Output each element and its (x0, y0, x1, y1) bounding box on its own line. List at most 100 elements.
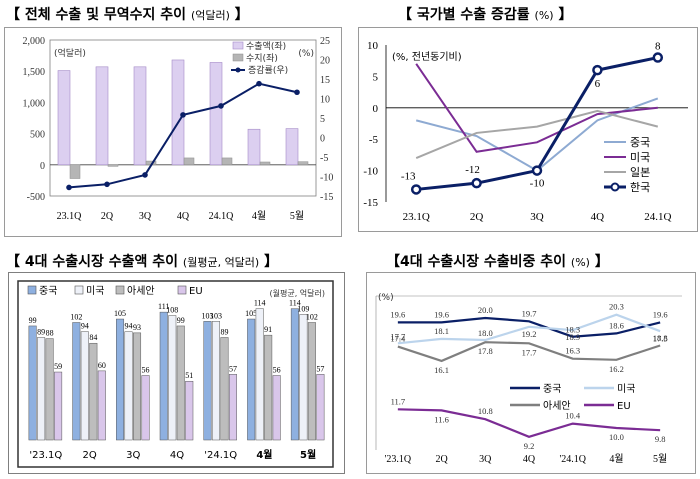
line-series (415, 63, 658, 153)
x-tick: 5월 (290, 210, 304, 222)
x-tick: 3Q (530, 211, 544, 223)
line-series (415, 109, 659, 159)
bar-중국 (247, 318, 256, 441)
panel2-title-main: 【 국가별 수출 증감률 (398, 7, 530, 23)
data-label-us: 18.1 (434, 326, 449, 336)
bar-value-label: 109 (297, 304, 309, 313)
data-label-eu: 9.2 (524, 441, 535, 451)
panel4-frame (366, 272, 696, 474)
data-label-asean: 16.2 (609, 364, 624, 374)
legend-label: EU (617, 401, 631, 412)
data-label-korea: -12 (465, 164, 480, 176)
bar-value-label: 114 (254, 299, 266, 308)
chart-market-share: (%) 19.6 19.6 20.0 19.7 18.3 18.6 19.6 17.7 18.1 1… (375, 293, 682, 465)
y-tick-right: 25 (320, 36, 330, 47)
x-tick: 4월 (252, 210, 266, 222)
data-label-china: 18.6 (609, 320, 624, 330)
x-tick: '23.1Q (29, 450, 62, 461)
legend-swatch-export (232, 41, 244, 50)
x-tick: 5월 (653, 453, 667, 465)
legend-label: 한국 (630, 181, 650, 194)
data-label-china: 19.6 (653, 309, 668, 319)
bar-value-label: 102 (70, 312, 82, 321)
bar-중국 (116, 318, 125, 441)
bar-EU (54, 371, 63, 441)
panel1-title-main: 【 전체 수출 및 무역수지 추이 (6, 7, 187, 23)
y-tick-left: 1,000 (23, 98, 46, 109)
point-growth (218, 103, 224, 109)
x-tick: 24.1Q (209, 211, 235, 222)
legend-label: 미국 (86, 285, 104, 297)
legend-label: 미국 (630, 151, 650, 164)
bar-value-label: 114 (289, 299, 301, 308)
bar-아세안 (133, 332, 142, 441)
bar-EU (272, 375, 281, 441)
data-label-asean: 17.7 (522, 347, 537, 357)
data-label-us: 18.8 (653, 333, 668, 343)
x-tick: 4Q (523, 454, 536, 465)
panel1-title: 【 전체 수출 및 무역수지 추이 (억달러) 】 (6, 4, 249, 24)
y-tick: -10 (363, 166, 378, 178)
point-korea (471, 177, 482, 189)
bar-EU (97, 370, 106, 441)
line-series (397, 408, 661, 438)
data-label-eu: 11.7 (391, 396, 406, 406)
bar-value-label: 57 (316, 364, 324, 373)
legend-label: 일본 (630, 165, 650, 179)
point-growth (180, 112, 186, 118)
bar-미국 (211, 321, 220, 441)
y-tick-left: -500 (27, 192, 45, 203)
y-tick-right: 20 (320, 56, 330, 67)
x-tick: 5월 (300, 449, 316, 461)
legend-swatch-balance (232, 53, 244, 62)
x-tick: 23.1Q (57, 211, 83, 222)
data-label-asean: 17.4 (390, 334, 406, 344)
data-label-china: 18.3 (565, 325, 580, 335)
axis-unit: (월평균, 억달러) (270, 288, 326, 298)
bar-아세안 (89, 342, 98, 441)
line-series (397, 316, 661, 338)
bar-value-label: 60 (98, 361, 106, 370)
point-growth (104, 181, 110, 188)
y-tick-left: 1,500 (23, 67, 46, 78)
chart-country-growth: 10 5 0 -5 -10 -15 (%, 전년동기비) -13 -12 -10 6 8 23.1Q 2Q… (363, 40, 688, 223)
bar-value-label: 111 (158, 302, 169, 311)
panel3-title-end: 】 (264, 254, 279, 270)
data-label-eu: 10.0 (609, 432, 624, 442)
x-tick: 2Q (435, 454, 448, 465)
panel2-title-unit: (%) (534, 9, 554, 22)
bar-아세안 (45, 338, 54, 441)
bar-value-label: 56 (142, 365, 150, 374)
x-tick: 23.1Q (403, 211, 430, 223)
y-tick-left: 500 (30, 130, 45, 141)
bar-value-label: 103 (201, 311, 213, 320)
bar-미국 (299, 314, 308, 441)
bar-export (57, 70, 71, 166)
bar-아세안 (307, 322, 316, 441)
data-label-eu: 10.4 (565, 411, 581, 421)
legend-marker (610, 182, 620, 192)
data-label-eu: 10.8 (478, 406, 493, 416)
bar-EU (316, 374, 325, 441)
legend-label-export: 수출액(좌) (246, 40, 286, 52)
legend-label: EU (189, 286, 203, 297)
data-label-us: 17.7 (390, 331, 405, 341)
panel3-title-main: 【 4대 수출시장 수출액 추이 (6, 254, 179, 270)
x-tick: 3Q (126, 450, 140, 461)
x-tick: 2Q (82, 450, 96, 461)
x-tick: 4Q (591, 211, 605, 223)
y-tick-left: 0 (40, 161, 45, 172)
y-tick-right: -5 (320, 153, 328, 164)
bar-export (133, 66, 147, 166)
panel3-title: 【 4대 수출시장 수출액 추이 (월평균, 억달러) 】 (6, 251, 278, 271)
point-growth (256, 80, 262, 87)
bar-아세안 (264, 334, 273, 441)
data-label-korea: -13 (401, 170, 416, 182)
bar-value-label: 93 (133, 323, 141, 332)
bar-value-label: 57 (229, 364, 237, 373)
bar-value-label: 102 (306, 312, 318, 321)
bar-미국 (124, 331, 133, 441)
data-label-us: 18.0 (478, 328, 493, 338)
x-tick: '23.1Q (385, 454, 412, 465)
